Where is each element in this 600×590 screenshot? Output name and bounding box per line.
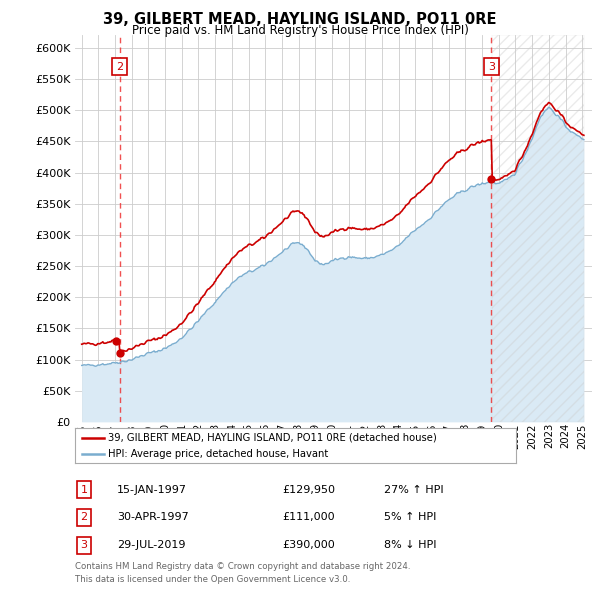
Text: HPI: Average price, detached house, Havant: HPI: Average price, detached house, Hava… [108, 449, 328, 459]
Text: 2: 2 [116, 61, 124, 71]
Text: Price paid vs. HM Land Registry's House Price Index (HPI): Price paid vs. HM Land Registry's House … [131, 24, 469, 37]
Text: Contains HM Land Registry data © Crown copyright and database right 2024.: Contains HM Land Registry data © Crown c… [75, 562, 410, 571]
Text: £129,950: £129,950 [282, 485, 335, 494]
Text: 39, GILBERT MEAD, HAYLING ISLAND, PO11 0RE (detached house): 39, GILBERT MEAD, HAYLING ISLAND, PO11 0… [108, 432, 437, 442]
Text: 2: 2 [80, 513, 88, 522]
Text: 5% ↑ HPI: 5% ↑ HPI [384, 513, 436, 522]
Text: This data is licensed under the Open Government Licence v3.0.: This data is licensed under the Open Gov… [75, 575, 350, 584]
Text: 39, GILBERT MEAD, HAYLING ISLAND, PO11 0RE: 39, GILBERT MEAD, HAYLING ISLAND, PO11 0… [103, 12, 497, 27]
Text: 3: 3 [488, 61, 495, 71]
Text: 3: 3 [80, 540, 88, 550]
Text: 29-JUL-2019: 29-JUL-2019 [117, 540, 185, 550]
Text: £111,000: £111,000 [282, 513, 335, 522]
Text: 27% ↑ HPI: 27% ↑ HPI [384, 485, 443, 494]
Text: 1: 1 [80, 485, 88, 494]
Text: £390,000: £390,000 [282, 540, 335, 550]
Text: 30-APR-1997: 30-APR-1997 [117, 513, 189, 522]
Text: 8% ↓ HPI: 8% ↓ HPI [384, 540, 437, 550]
Text: 15-JAN-1997: 15-JAN-1997 [117, 485, 187, 494]
